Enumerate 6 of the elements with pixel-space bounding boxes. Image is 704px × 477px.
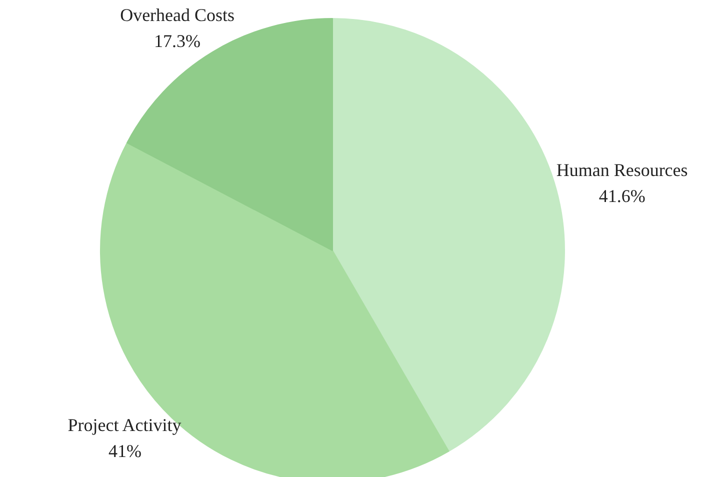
slice-label: Human Resources [556,160,688,180]
data-label: 17.3% [154,31,201,52]
slice-label: Project Activity [68,415,182,436]
slice-label: Overhead Costs [120,5,235,26]
data-label: 41% [108,441,142,462]
data-label: 41.6% [598,186,646,206]
